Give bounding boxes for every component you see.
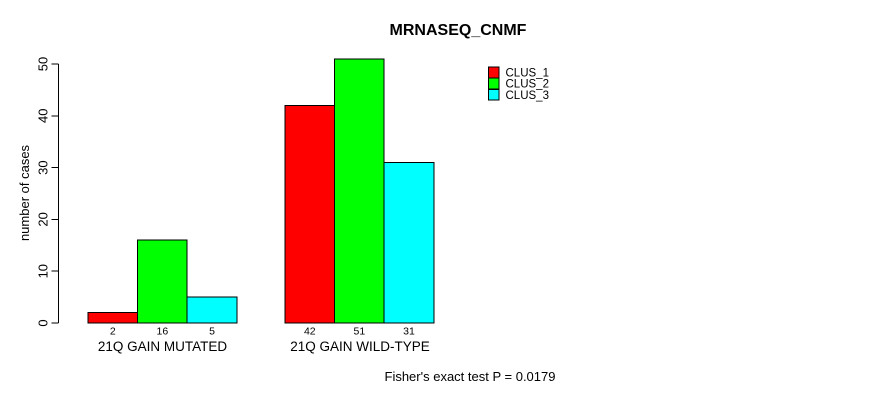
bar-value-label: 31: [403, 326, 415, 338]
chart-title: MRNASEQ_CNMF: [390, 22, 527, 39]
y-axis-tick-label: 0: [36, 319, 51, 326]
category-label-wild-type: 21Q GAIN WILD-TYPE: [290, 339, 430, 354]
bar-clus_1-group1: [87, 312, 139, 324]
legend-label-clus_3: CLUS_3: [506, 90, 549, 102]
bar-clus_3-group1: [186, 296, 238, 324]
legend-swatch-clus_3: [487, 88, 500, 101]
bar-value-label: 5: [209, 326, 215, 338]
y-axis: 0 10 20 30 40 50: [36, 57, 59, 327]
bar-clus_2-group2: [334, 58, 385, 324]
bar-value-label: 16: [157, 326, 169, 338]
y-axis-tick-label: 50: [36, 57, 51, 71]
legend-label-clus_2: CLUS_2: [506, 79, 549, 91]
legend-swatch-clus_2: [487, 77, 500, 90]
bar-value-labels: 2 42 16 51 5 31: [110, 326, 415, 338]
category-label-mutated: 21Q GAIN MUTATED: [98, 339, 228, 354]
y-axis-label: number of cases: [17, 144, 32, 241]
bar-clus_1-group2: [284, 104, 336, 324]
bar-value-label: 51: [354, 326, 366, 338]
y-axis-tick-label: 20: [36, 212, 51, 226]
legend-swatch-clus_1: [487, 66, 500, 79]
legend-label-clus_1: CLUS_1: [506, 68, 549, 80]
y-axis-tick-label: 40: [36, 109, 51, 123]
bar-value-label: 2: [110, 326, 116, 338]
bar-value-label: 42: [304, 326, 316, 338]
y-axis-tick-label: 30: [36, 160, 51, 174]
y-axis-tick-label: 10: [36, 264, 51, 278]
bar-clus_2-group1: [137, 239, 188, 324]
bars-group: [87, 58, 435, 324]
bar-clus_3-group2: [383, 161, 435, 324]
fisher-test-note: Fisher's exact test P = 0.0179: [385, 369, 556, 384]
